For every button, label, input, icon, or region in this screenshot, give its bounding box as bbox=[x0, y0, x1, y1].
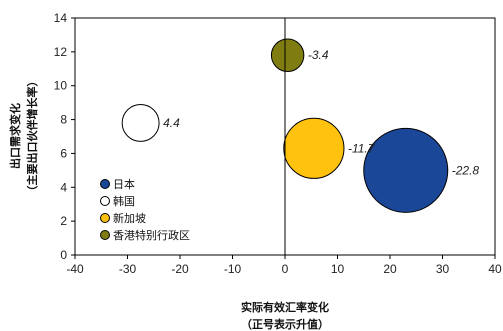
bubble bbox=[121, 104, 160, 142]
y-tick-label: 2 bbox=[60, 214, 67, 228]
x-tick-label: 30 bbox=[436, 262, 450, 276]
legend-swatch bbox=[100, 179, 110, 189]
legend-swatch bbox=[100, 196, 110, 206]
x-axis-title: 实际有效汇率变化 bbox=[241, 300, 329, 314]
bubble-label: 4.4 bbox=[163, 116, 180, 130]
y-tick-label: 10 bbox=[54, 79, 68, 93]
bubble bbox=[363, 127, 449, 213]
y-tick-label: 8 bbox=[60, 113, 67, 127]
x-tick-label: -40 bbox=[66, 262, 84, 276]
legend-label: 新加坡 bbox=[113, 211, 146, 225]
x-tick-label: 20 bbox=[383, 262, 397, 276]
axis-ticks: -40 -30 -20 -10 0 10 20 30 40 0 2 4 6 8 10 12 14 bbox=[54, 11, 502, 276]
y-tick-label: 6 bbox=[60, 146, 67, 160]
bubble-label: -11.7 bbox=[348, 141, 376, 155]
x-tick-label: 0 bbox=[282, 262, 289, 276]
bubble bbox=[270, 38, 305, 72]
bubble-label: -22.8 bbox=[452, 163, 480, 177]
x-tick-label: 40 bbox=[488, 262, 502, 276]
y-tick-label: 12 bbox=[54, 45, 68, 59]
x-axis-subtitle: （正号表示升值） bbox=[241, 317, 329, 331]
legend-label: 日本 bbox=[113, 177, 135, 191]
y-axis-title: 出口需求变化 bbox=[8, 103, 22, 169]
x-tick-label: 10 bbox=[331, 262, 345, 276]
y-axis-subtitle: （主要出口伙伴增长率） bbox=[25, 76, 39, 197]
legend-swatch bbox=[100, 230, 110, 240]
bubble-label: -3.4 bbox=[308, 48, 329, 62]
y-tick-label: 0 bbox=[60, 248, 67, 262]
x-tick-label: -10 bbox=[224, 262, 242, 276]
x-tick-label: -20 bbox=[171, 262, 189, 276]
y-tick-label: 14 bbox=[54, 11, 68, 25]
bubble bbox=[283, 117, 345, 179]
legend-swatch bbox=[100, 213, 110, 223]
bubbles: -22.8 4.4 -11.7 -3.4 bbox=[121, 38, 480, 213]
x-tick-label: -30 bbox=[119, 262, 137, 276]
legend-label: 香港特别行政区 bbox=[113, 228, 190, 242]
y-tick-label: 4 bbox=[60, 180, 67, 194]
legend-label: 韩国 bbox=[113, 194, 135, 208]
